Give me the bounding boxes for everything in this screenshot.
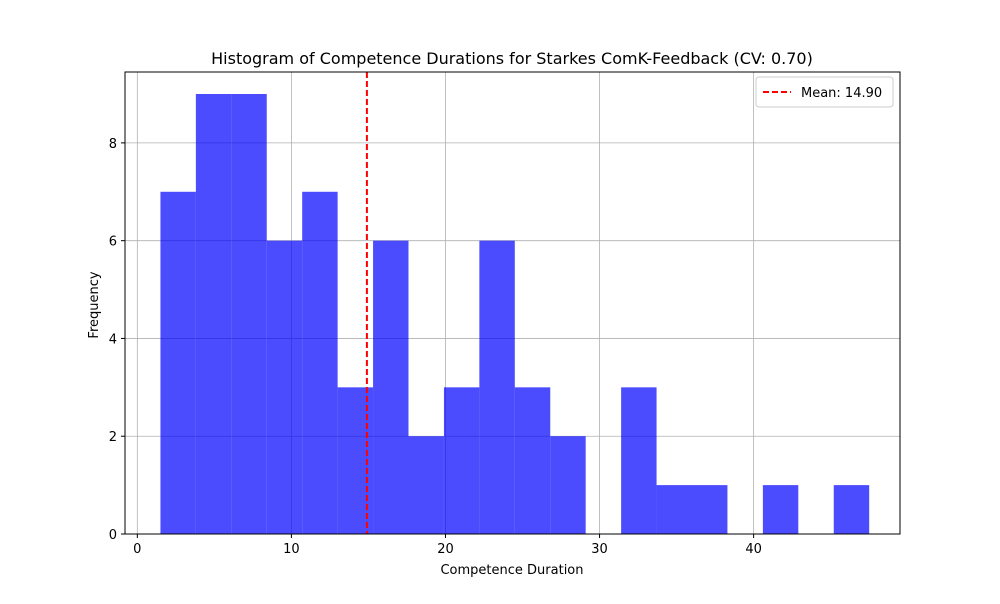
histogram-bar bbox=[231, 94, 267, 534]
histogram-bar bbox=[160, 191, 196, 534]
x-tick-label: 30 bbox=[591, 542, 608, 557]
y-tick-label: 4 bbox=[109, 332, 117, 347]
histogram-bar bbox=[762, 485, 799, 534]
histogram-bar bbox=[691, 485, 728, 534]
y-tick-label: 2 bbox=[109, 430, 117, 445]
histogram-bar bbox=[373, 240, 409, 534]
histogram-bar bbox=[408, 436, 444, 534]
histogram-bars bbox=[160, 94, 870, 534]
histogram-bar bbox=[550, 436, 586, 534]
x-tick-label: 40 bbox=[745, 542, 762, 557]
histogram-bar bbox=[266, 240, 303, 534]
legend-mean-label: Mean: 14.90 bbox=[801, 86, 882, 101]
legend-box bbox=[755, 76, 894, 108]
y-tick-label: 6 bbox=[109, 235, 117, 250]
histogram-bar bbox=[621, 387, 657, 534]
histogram-bar bbox=[302, 191, 338, 534]
histogram-bar bbox=[195, 94, 232, 534]
x-tick-label: 10 bbox=[283, 542, 300, 557]
plot-frame bbox=[124, 71, 901, 535]
x-tick-label: 20 bbox=[437, 542, 454, 557]
y-axis-label: Frequency bbox=[87, 271, 102, 338]
histogram-bar bbox=[514, 387, 551, 534]
histogram-bar bbox=[443, 387, 480, 534]
histogram-bar bbox=[479, 240, 515, 534]
histogram-bar bbox=[833, 485, 870, 534]
x-axis-label: Competence Duration bbox=[440, 563, 583, 578]
histogram-bar bbox=[656, 485, 692, 534]
legend: Mean: 14.90 bbox=[755, 76, 894, 108]
y-tick-label: 0 bbox=[109, 528, 117, 543]
chart-title: Histogram of Competence Durations for St… bbox=[211, 49, 813, 68]
x-tick-label: 0 bbox=[133, 542, 141, 557]
y-tick-label: 8 bbox=[109, 137, 117, 152]
axis-ticks: 0 10 20 30 40 0 2 4 6 8 bbox=[109, 137, 762, 557]
